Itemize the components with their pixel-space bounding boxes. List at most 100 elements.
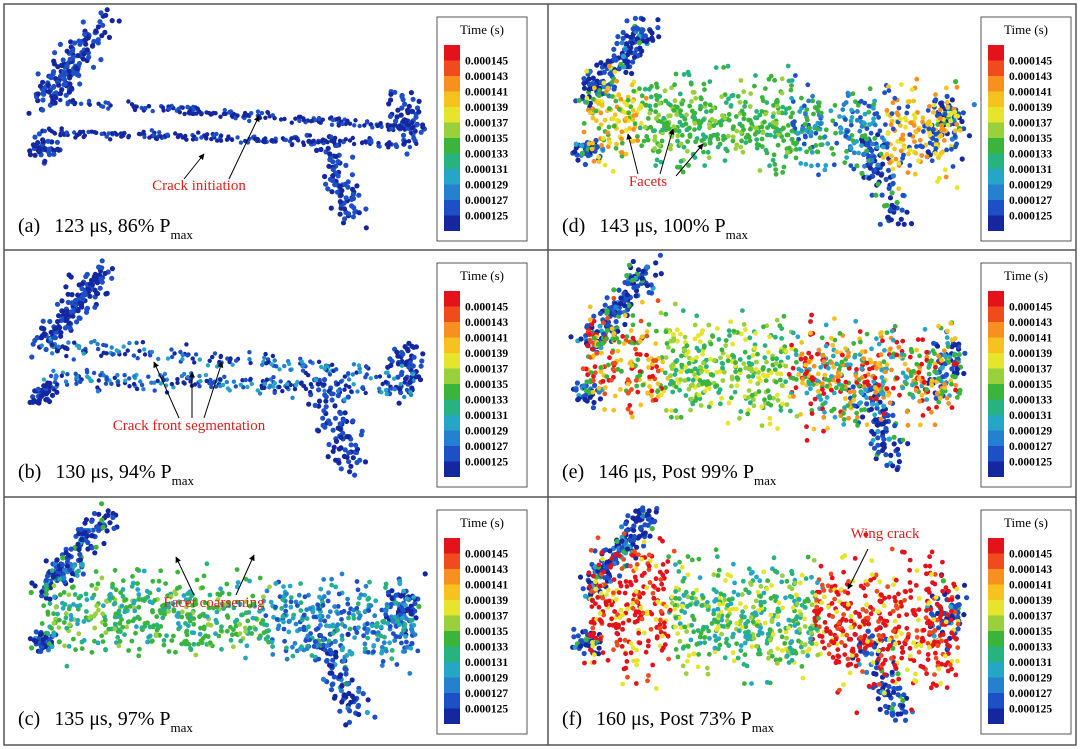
point	[163, 581, 169, 586]
point	[65, 291, 71, 297]
point	[389, 648, 395, 653]
colorbar-swatch	[988, 91, 1004, 107]
point	[400, 351, 406, 357]
point	[855, 415, 860, 420]
point	[793, 147, 799, 152]
point	[820, 402, 826, 408]
point	[719, 360, 725, 366]
point	[696, 125, 702, 131]
point	[838, 130, 844, 135]
point	[135, 587, 141, 592]
point	[784, 132, 790, 138]
point	[45, 138, 51, 144]
point	[206, 110, 212, 116]
point	[322, 647, 328, 653]
point	[637, 45, 643, 51]
point	[235, 135, 240, 140]
point	[907, 163, 913, 168]
colorbar-swatch	[444, 215, 460, 231]
point	[773, 167, 779, 173]
point	[866, 175, 872, 181]
point	[300, 363, 305, 369]
point	[85, 286, 92, 292]
point	[641, 138, 647, 144]
point	[693, 139, 698, 145]
point	[630, 59, 636, 65]
colorbar-swatch	[988, 306, 1004, 322]
point	[840, 352, 845, 358]
point	[262, 385, 267, 390]
point	[658, 392, 664, 398]
point	[663, 329, 669, 335]
point	[793, 73, 798, 78]
point	[916, 370, 922, 375]
point	[872, 111, 878, 117]
point	[799, 95, 804, 101]
point	[655, 381, 661, 387]
point	[868, 395, 873, 401]
point	[75, 53, 81, 59]
point	[582, 392, 589, 398]
point	[606, 63, 612, 69]
point	[783, 154, 789, 159]
point	[231, 379, 237, 384]
point	[39, 589, 45, 595]
point	[245, 384, 250, 390]
point	[628, 104, 634, 110]
colorbar-label: 0.000131	[1009, 410, 1052, 422]
point	[759, 109, 765, 114]
point	[889, 153, 894, 159]
point	[814, 378, 820, 384]
point	[812, 105, 818, 110]
point	[383, 370, 389, 375]
point	[632, 15, 638, 21]
point	[335, 627, 340, 633]
point	[713, 118, 718, 124]
point	[93, 28, 99, 34]
point	[182, 111, 187, 117]
point	[30, 341, 36, 347]
point	[735, 93, 741, 99]
point	[142, 352, 148, 357]
point	[790, 330, 796, 336]
point	[147, 633, 153, 639]
point	[764, 132, 770, 138]
point	[824, 395, 830, 400]
point	[697, 378, 703, 383]
point	[846, 350, 851, 356]
point	[624, 102, 630, 108]
point	[597, 88, 602, 93]
point	[737, 357, 743, 362]
point	[804, 390, 810, 396]
point	[325, 145, 331, 151]
point	[27, 148, 33, 154]
point	[68, 39, 74, 45]
point	[356, 688, 362, 694]
point	[629, 70, 635, 77]
point	[321, 577, 327, 582]
arrow	[675, 143, 704, 177]
point	[160, 615, 166, 621]
point	[680, 169, 686, 175]
point	[834, 385, 839, 391]
colorbar-label: 0.000137	[465, 118, 508, 130]
point	[936, 353, 941, 359]
point	[404, 596, 410, 602]
point	[348, 442, 354, 448]
point	[770, 114, 776, 119]
point	[672, 301, 678, 307]
point	[698, 403, 704, 408]
point	[900, 192, 906, 198]
point	[247, 118, 252, 124]
point	[110, 514, 116, 521]
point	[748, 91, 754, 96]
point	[94, 290, 100, 296]
point	[685, 148, 690, 154]
point	[323, 398, 329, 404]
point	[684, 112, 689, 118]
point	[344, 653, 350, 658]
point	[377, 144, 382, 149]
point	[363, 390, 368, 396]
point	[42, 158, 48, 164]
point	[213, 111, 218, 116]
